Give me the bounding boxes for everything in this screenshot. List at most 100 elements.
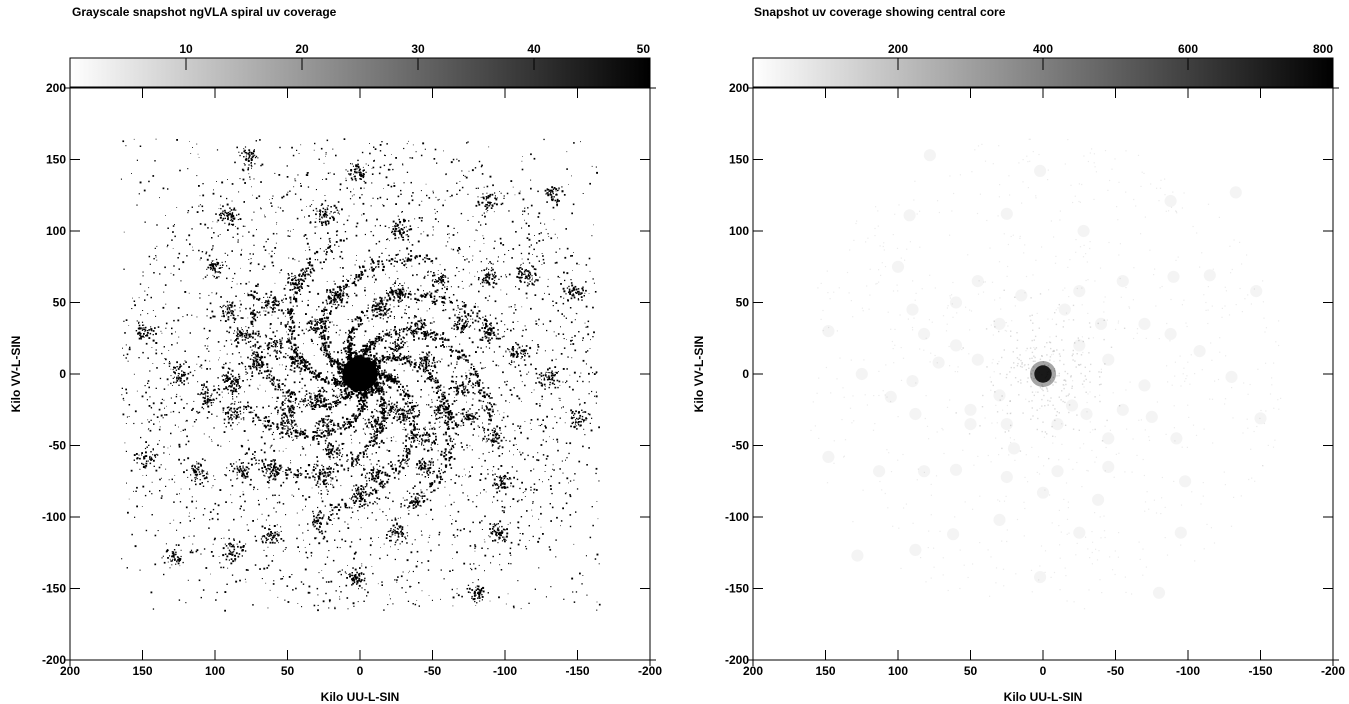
uv-sample [322, 404, 325, 407]
uv-sample [267, 421, 270, 424]
uv-sample [249, 411, 252, 414]
uv-sample [271, 433, 274, 436]
uv-sample [359, 503, 361, 505]
uv-sample [476, 376, 479, 378]
uv-sample [520, 358, 522, 360]
uv-sample [303, 436, 306, 439]
uv-sample [203, 327, 206, 330]
uv-sample [329, 213, 331, 215]
uv-sample [255, 416, 257, 418]
colorbar-gradient [69, 57, 651, 88]
uv-sample [232, 398, 234, 400]
uv-sample [159, 377, 162, 380]
uv-sample [201, 482, 203, 484]
uv-sample [412, 433, 414, 435]
uv-sample [271, 198, 273, 200]
uv-sample [456, 592, 458, 594]
uv-sample [495, 404, 497, 406]
uv-sample [461, 301, 464, 303]
uv-sample [314, 405, 317, 408]
uv-sample [217, 444, 219, 447]
uv-sample [411, 401, 413, 404]
uv-sample [258, 459, 260, 462]
uv-sample [382, 417, 385, 419]
uv-sample [428, 440, 430, 441]
uv-sample [191, 465, 194, 468]
uv-sample [199, 223, 202, 225]
uv-sample [185, 602, 187, 604]
uv-sample [390, 376, 393, 379]
uv-sample [390, 464, 393, 468]
uv-sample [242, 476, 244, 478]
uv-sample [303, 433, 305, 435]
uv-sample [430, 271, 432, 273]
uv-sample [444, 286, 446, 288]
uv-sample [437, 390, 439, 392]
uv-sample [450, 345, 453, 348]
uv-sample [315, 371, 317, 373]
uv-sample [488, 347, 491, 349]
uv-sample [310, 338, 313, 341]
uv-sample [187, 457, 190, 460]
uv-sample [333, 400, 336, 403]
uv-sample [445, 309, 447, 311]
uv-sample [533, 157, 536, 160]
uv-sample [301, 430, 304, 433]
uv-sample [372, 300, 374, 302]
uv-sample [282, 195, 285, 198]
uv-sample [399, 329, 401, 331]
uv-sample [266, 363, 269, 366]
uv-sample [256, 229, 257, 231]
uv-sample [408, 572, 409, 574]
uv-sample [323, 379, 327, 382]
uv-sample [136, 505, 138, 508]
uv-sample [398, 328, 400, 330]
uv-sample [505, 400, 507, 402]
uv-sample [483, 237, 485, 240]
uv-sample [167, 384, 169, 386]
uv-sample [335, 590, 337, 592]
uv-sample [254, 564, 257, 566]
uv-sample [164, 284, 167, 286]
uv-sample [364, 233, 366, 236]
uv-sample [327, 356, 329, 359]
uv-sample [288, 468, 292, 471]
uv-sample [264, 425, 267, 428]
uv-sample [512, 248, 515, 250]
uv-sample [518, 192, 521, 195]
uv-sample [380, 302, 383, 304]
uv-sample [393, 329, 395, 332]
uv-sample [316, 456, 318, 458]
uv-sample [382, 414, 384, 416]
uv-sample [452, 234, 455, 236]
uv-sample [519, 427, 521, 429]
uv-sample [370, 440, 373, 442]
uv-sample [365, 171, 367, 173]
uv-sample [498, 365, 500, 367]
uv-sample [481, 405, 483, 407]
uv-sample [571, 577, 574, 580]
uv-sample [448, 296, 451, 299]
uv-sample [436, 162, 438, 164]
uv-sample [467, 313, 470, 315]
uv-sample [289, 235, 291, 237]
uv-sample [391, 154, 392, 155]
uv-sample [333, 324, 335, 326]
uv-sample [421, 562, 423, 564]
uv-sample [228, 222, 230, 224]
uv-sample [468, 380, 471, 382]
uv-sample [526, 437, 529, 440]
uv-sample [223, 314, 225, 316]
uv-sample [497, 333, 499, 335]
uv-sample [286, 473, 289, 476]
uv-sample [228, 529, 230, 531]
uv-sample [399, 331, 401, 333]
uv-sample [386, 414, 388, 416]
uv-sample [257, 387, 258, 389]
uv-sample [383, 371, 385, 373]
uv-sample [260, 207, 262, 209]
uv-sample [345, 427, 348, 429]
uv-sample [484, 367, 486, 368]
uv-sample [301, 606, 303, 608]
uv-sample [320, 405, 322, 407]
